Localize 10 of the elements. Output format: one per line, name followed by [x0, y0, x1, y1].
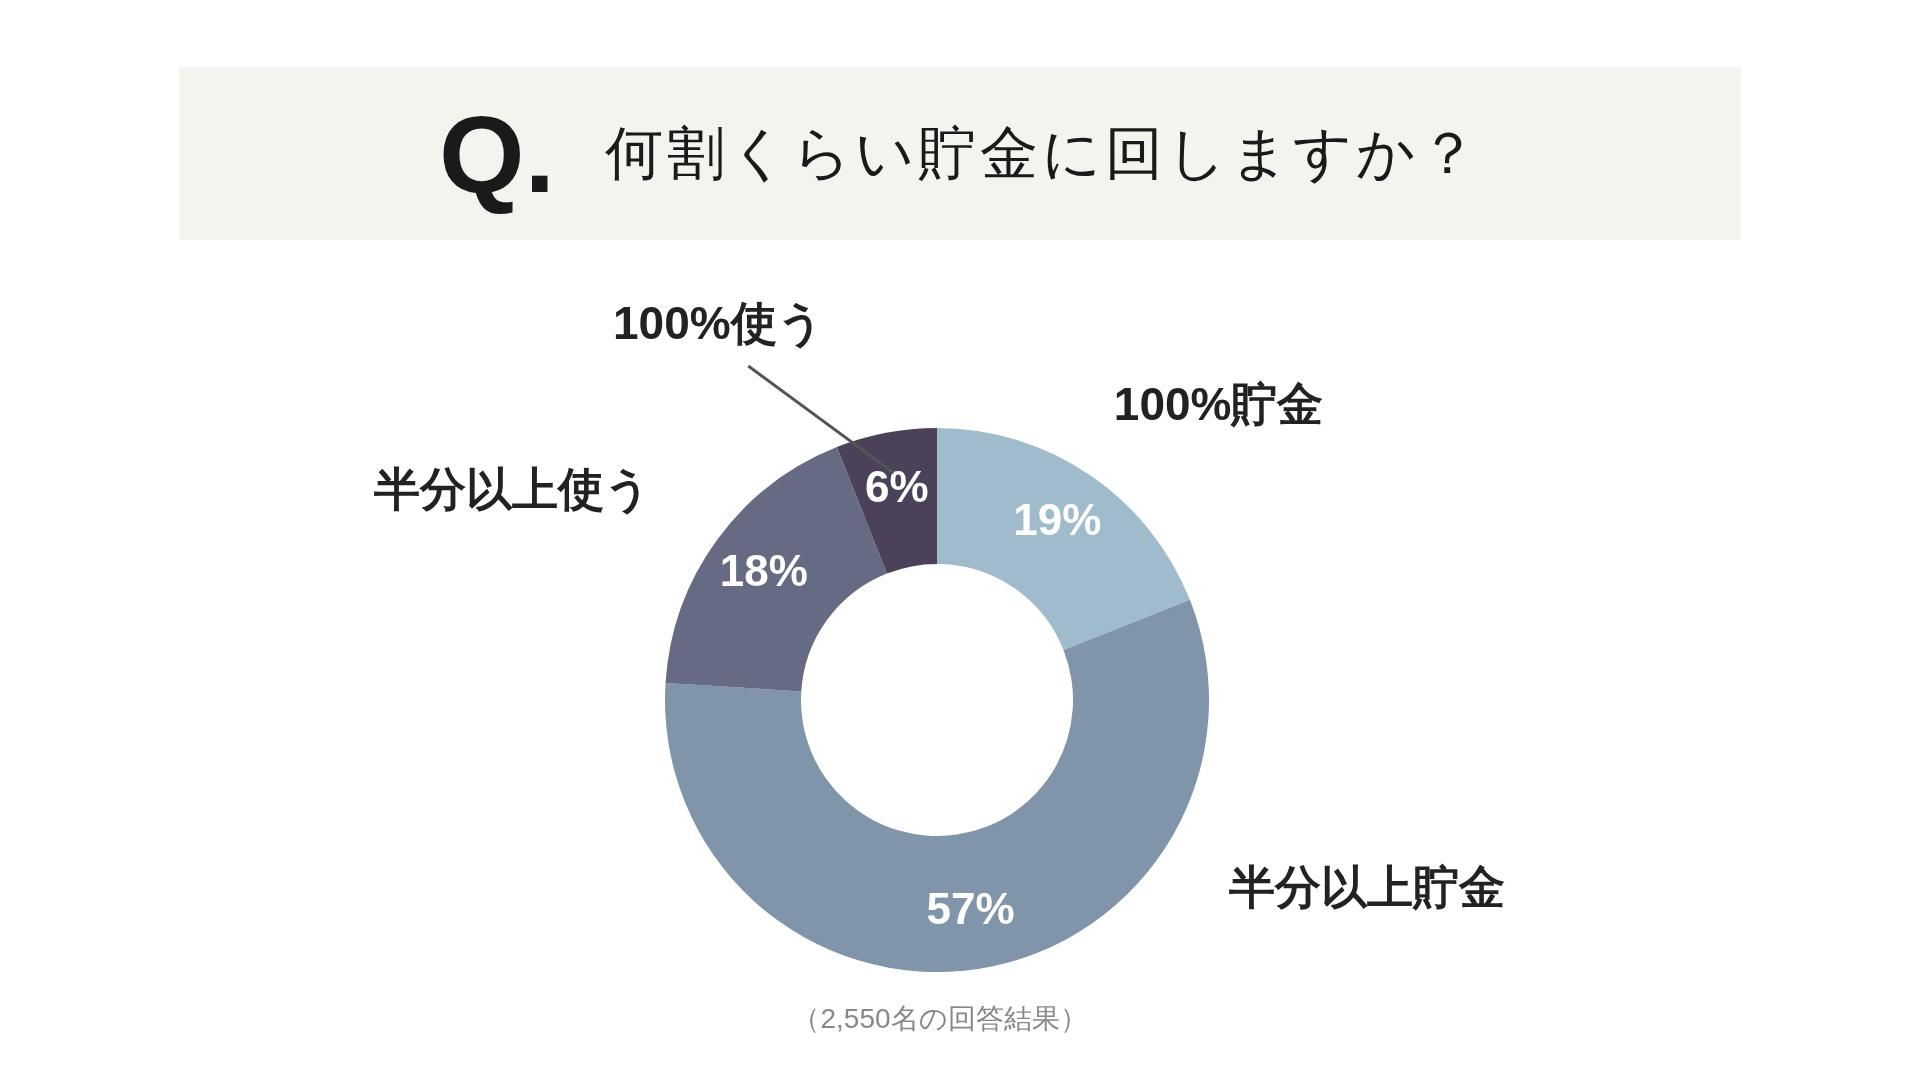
text: （2,550名の回答結果）: [791, 1002, 1089, 1036]
data-label: 6%: [865, 461, 929, 511]
data-label: 19%: [1013, 495, 1102, 545]
chart-title: Q. 何割くらい貯金に回しますか？: [438, 91, 1482, 217]
data-label: 57%: [926, 883, 1015, 933]
slice-label: 半分以上使う: [373, 462, 651, 515]
data-label: 18%: [719, 546, 808, 596]
slice-label: 半分以上貯金: [1229, 861, 1505, 914]
slice-label: 100%使う: [613, 296, 824, 349]
slice-label: 100%貯金: [1113, 378, 1324, 431]
